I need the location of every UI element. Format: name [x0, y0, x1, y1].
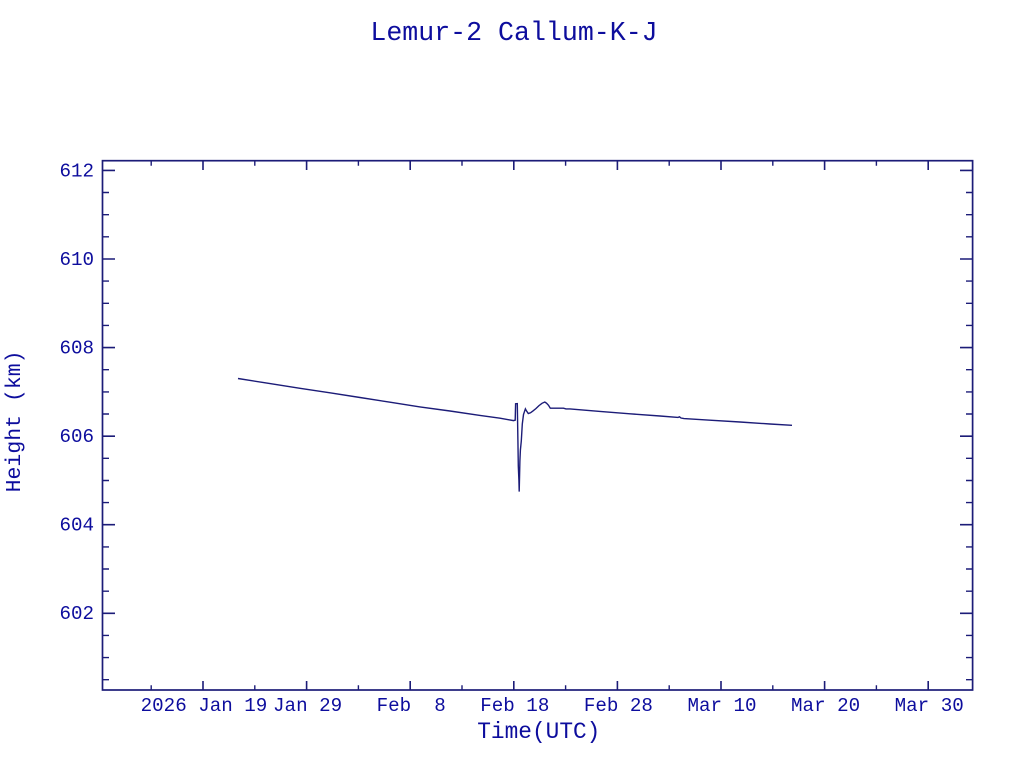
svg-text:Mar 10: Mar 10 [687, 695, 756, 717]
svg-text:2026 Jan 19: 2026 Jan 19 [141, 695, 268, 717]
svg-text:Feb 18: Feb 18 [480, 695, 549, 717]
svg-text:606: 606 [59, 426, 94, 448]
svg-text:Mar 20: Mar 20 [791, 695, 860, 717]
svg-text:612: 612 [59, 160, 94, 182]
svg-text:604: 604 [59, 515, 94, 537]
svg-text:610: 610 [59, 249, 94, 271]
svg-text:Height (km): Height (km) [3, 350, 27, 492]
svg-text:Lemur-2 Callum-K-J: Lemur-2 Callum-K-J [370, 18, 657, 48]
svg-text:Jan 29: Jan 29 [273, 695, 342, 717]
svg-text:Time(UTC): Time(UTC) [477, 719, 600, 745]
svg-text:608: 608 [59, 338, 94, 360]
svg-text:Mar 30: Mar 30 [895, 695, 964, 717]
svg-text:602: 602 [59, 603, 94, 625]
svg-text:Feb 8: Feb 8 [377, 695, 446, 717]
svg-text:Feb 28: Feb 28 [584, 695, 653, 717]
